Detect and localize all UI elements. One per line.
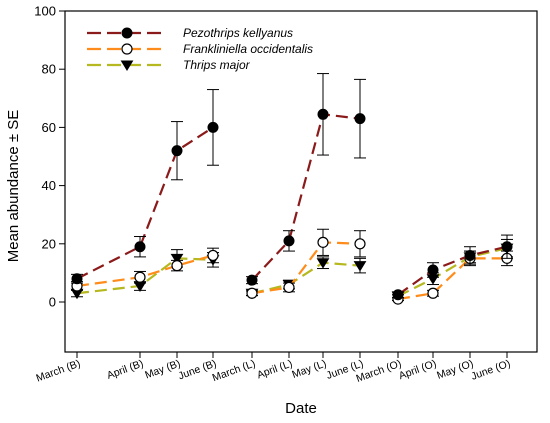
data-point (501, 241, 513, 253)
x-tick-label: May (O) (435, 358, 475, 382)
series-line (397, 245, 508, 296)
data-point (354, 238, 366, 250)
x-tick-label: March (L) (211, 358, 257, 385)
data-point (171, 260, 183, 272)
series-layer (70, 73, 514, 305)
x-axis-title: Date (285, 400, 317, 417)
legend-item: Thrips major (87, 58, 251, 72)
data-point (207, 121, 219, 133)
data-point (317, 108, 329, 120)
x-tick-label: April (L) (255, 358, 294, 382)
series-line (76, 254, 214, 288)
data-point (353, 261, 367, 272)
plot-border (64, 10, 538, 353)
series-2 (71, 228, 513, 305)
series-line (397, 247, 508, 298)
x-tick-label: May (L) (290, 358, 328, 381)
data-point (134, 241, 146, 253)
data-point (246, 274, 258, 286)
legend-item: Frankliniella occidentalis (87, 42, 313, 56)
y-tick-label: 60 (42, 120, 56, 135)
data-point (283, 235, 295, 247)
legend-label: Thrips major (183, 58, 251, 72)
series-1 (71, 73, 513, 301)
data-point (427, 264, 439, 276)
x-tick-label: March (B) (35, 358, 82, 385)
data-point (171, 145, 183, 157)
data-point (392, 289, 404, 301)
y-axis-title: Mean abundance ± SE (5, 110, 22, 263)
data-point (317, 236, 329, 248)
data-point (71, 273, 83, 285)
legend: Pezothrips kellyanus Frankliniella occide… (87, 26, 313, 72)
plot-frame (64, 10, 538, 353)
data-point (464, 249, 476, 261)
data-point (246, 287, 258, 299)
x-tick-label: June (O) (470, 358, 512, 383)
data-point (170, 253, 184, 265)
y-tick-label: 40 (42, 178, 56, 193)
series-line (76, 257, 214, 295)
data-point (134, 271, 146, 283)
x-tick-label: April (O) (397, 358, 438, 383)
series-line (251, 261, 361, 295)
series-line (251, 241, 361, 295)
data-point (427, 287, 439, 299)
legend-marker (121, 27, 133, 39)
series-line (251, 113, 361, 281)
y-tick-label: 100 (34, 4, 56, 19)
y-tick-label: 80 (42, 62, 56, 77)
x-tick-label: April (B) (105, 358, 145, 382)
legend-label: Frankliniella occidentalis (183, 42, 313, 56)
data-point (354, 113, 366, 125)
x-tick-label: May (B) (143, 358, 182, 382)
legend-marker (121, 43, 133, 55)
series-line (76, 126, 214, 280)
y-tick-label: 0 (49, 295, 56, 310)
series-line (397, 257, 507, 301)
legend-item: Pezothrips kellyanus (87, 26, 293, 40)
legend-marker (120, 60, 134, 71)
x-axis: March (B) April (B)May (B)June (B)March (… (35, 352, 512, 385)
y-axis: 0 20 40 60 80 100 (34, 4, 65, 310)
data-point (283, 281, 295, 294)
data-point (316, 258, 330, 269)
y-tick-label: 20 (42, 236, 56, 251)
legend-label: Pezothrips kellyanus (183, 26, 293, 40)
data-point (207, 249, 219, 262)
